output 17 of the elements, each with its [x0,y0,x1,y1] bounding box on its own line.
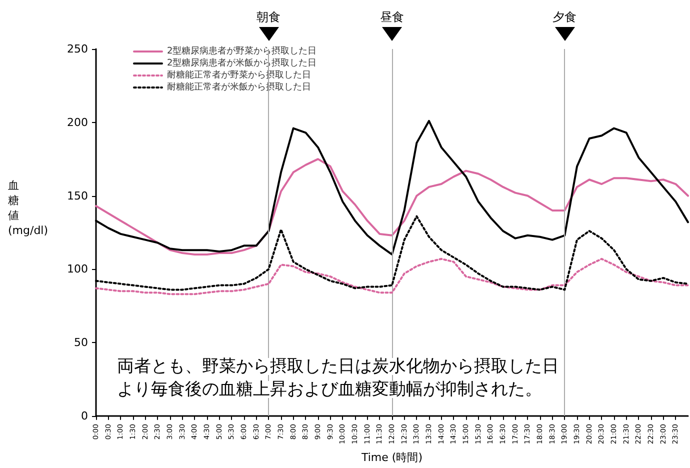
ref-line-label: 夕食 [552,10,577,24]
line-series [95,158,689,256]
y-tick-label: 200 [67,116,88,129]
y-tick-label: 50 [74,336,88,350]
annotation: より毎食後の血糖上昇および血糖変動幅が抑制された。 [117,380,542,400]
y-tick-label: 250 [67,42,88,56]
y-tick-label: 100 [67,262,88,276]
y-axis-title: 血糖値 (mg/dl) [8,179,48,237]
line-series [95,258,689,296]
legend-label: 耐糖能正常者が野菜から摂取した日 [167,70,311,80]
annotation: 両者とも、野菜から摂取した日は炭水化物から摂取した日 [117,356,559,376]
y-tick-label: 150 [67,189,88,202]
ref-line-label: 昼食 [380,10,404,24]
y-tick-label: 0 [81,409,88,422]
legend-label: 耐糖能正常者が米飯から摂取した日 [167,82,311,92]
ref-line-label: 朝食 [256,10,281,24]
x-axis-title: Time (時間) [360,451,422,464]
